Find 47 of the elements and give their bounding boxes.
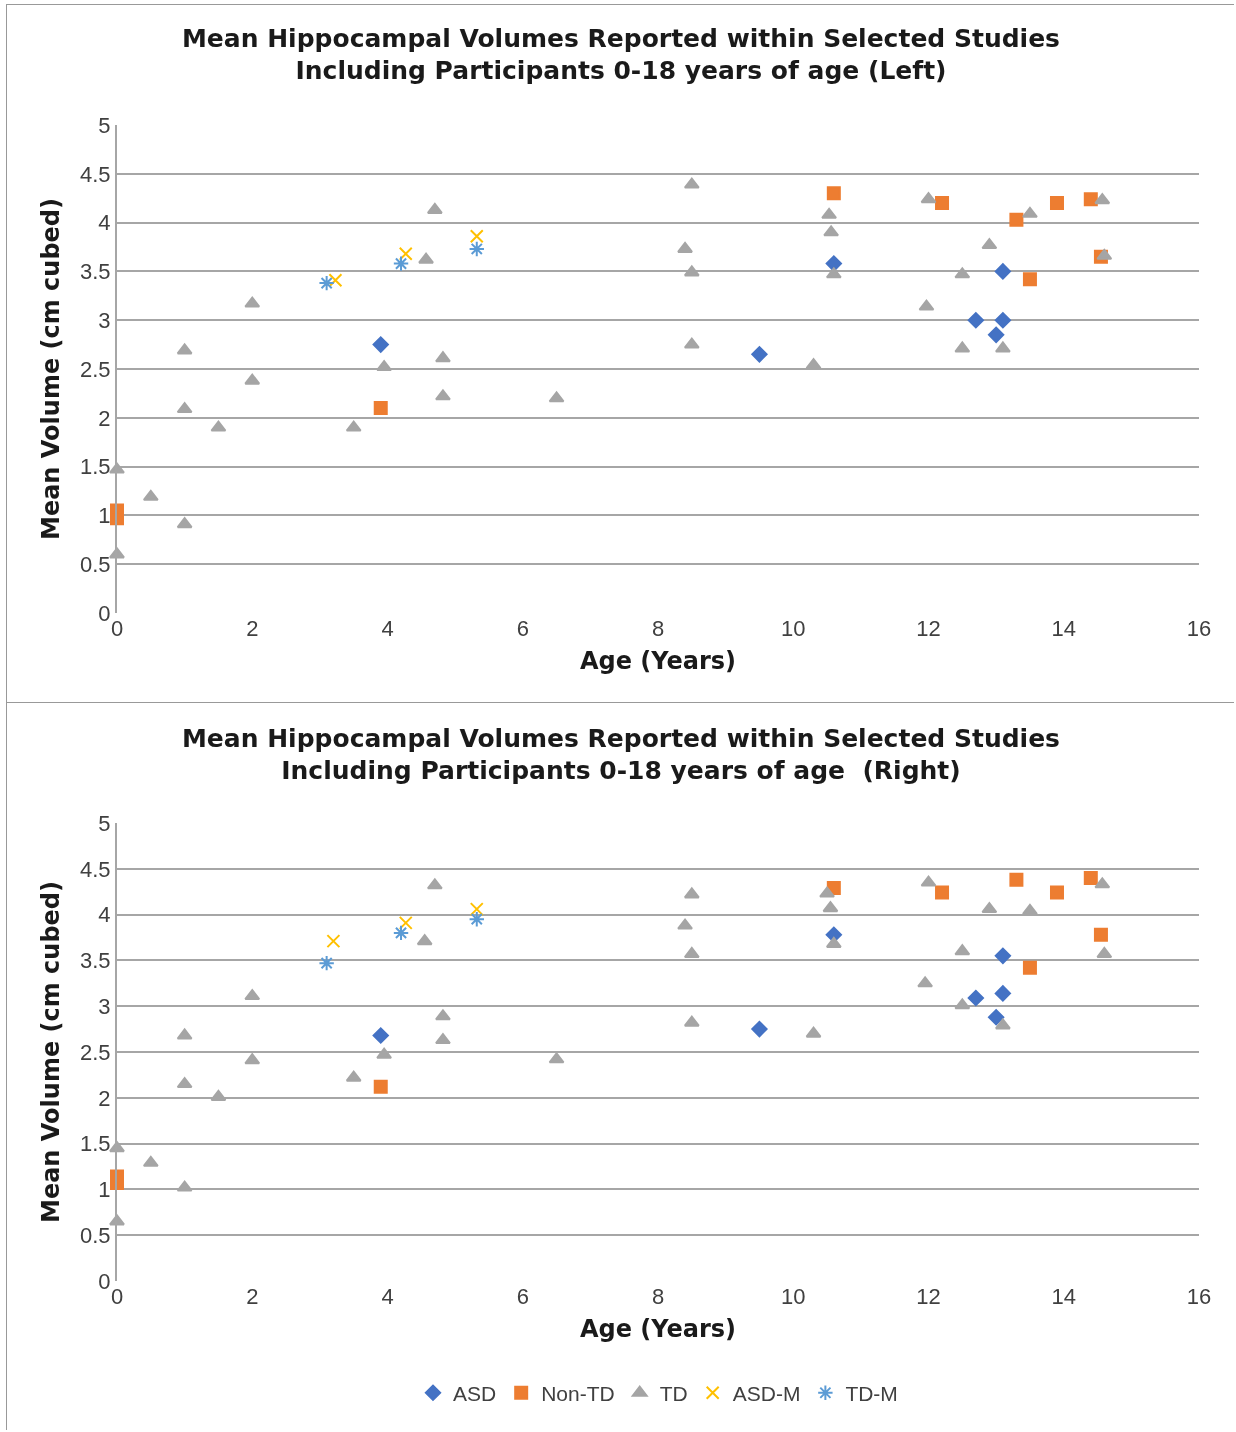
x-tick-label: 10 [781, 1284, 806, 1309]
y-tick-label: 2.5 [80, 1039, 111, 1065]
legend-label: ASD [453, 1381, 497, 1405]
x-tick-label: 14 [1051, 1284, 1076, 1309]
y-axis-title: Mean Volume (cm cubed) [36, 198, 65, 540]
y-tick-label: 1.5 [80, 454, 111, 480]
y-tick-label: 0.5 [80, 1222, 111, 1248]
y-tick-label: 4 [98, 902, 111, 928]
legend-label: Non-TD [541, 1381, 615, 1405]
y-tick-label: 5 [98, 810, 111, 836]
y-tick-label: 4.5 [80, 161, 111, 187]
y-tick-label: 1.5 [80, 1131, 111, 1157]
x-tick-label: 12 [916, 1284, 941, 1309]
x-tick-label: 8 [651, 616, 665, 641]
chart-title: Mean Hippocampal Volumes Reported within Selected Studies Including Participants 0-18 years of age (Right) [181, 723, 1061, 786]
y-tick-label: 4 [98, 210, 111, 236]
x-axis-title: Age (Years) [579, 1315, 737, 1344]
x-tick-label: 6 [516, 1284, 529, 1309]
x-tick-label: 8 [651, 1284, 665, 1309]
legend-label: ASD-M [732, 1381, 801, 1405]
y-tick-label: 2 [98, 405, 111, 431]
y-axis-title: Mean Volume (cm cubed) [36, 881, 65, 1223]
y-tick-label: 2 [98, 1085, 111, 1111]
y-tick-label: 5 [98, 112, 111, 138]
y-tick-label: 3 [98, 307, 111, 333]
legend-label: TD [659, 1381, 688, 1405]
x-tick-label: 12 [916, 616, 941, 641]
x-tick-label: 14 [1051, 616, 1076, 641]
x-tick-label: 4 [381, 616, 394, 641]
y-tick-label: 4.5 [80, 856, 111, 882]
y-tick-label: 1 [98, 503, 111, 529]
y-tick-label: 3.5 [80, 948, 111, 974]
x-tick-label: 6 [516, 616, 529, 641]
x-axis-title: Age (Years) [579, 647, 737, 676]
y-tick-label: 1 [98, 1177, 111, 1203]
x-tick-label: 16 [1186, 1284, 1212, 1309]
legend-label: TD-M [845, 1381, 898, 1405]
x-tick-label: 2 [246, 1284, 259, 1309]
y-tick-label: 0.5 [80, 551, 111, 577]
x-tick-label: 16 [1186, 616, 1212, 641]
y-tick-label: 3 [98, 993, 111, 1019]
x-tick-label: 10 [781, 616, 806, 641]
x-tick-label: 2 [246, 616, 259, 641]
y-tick-label: 3.5 [80, 259, 111, 285]
chart-title: Mean Hippocampal Volumes Reported within Selected Studies Including Participants 0-18 years of age (Left) [181, 23, 1061, 86]
y-tick-label: 2.5 [80, 356, 111, 382]
x-tick-label: 4 [381, 1284, 394, 1309]
